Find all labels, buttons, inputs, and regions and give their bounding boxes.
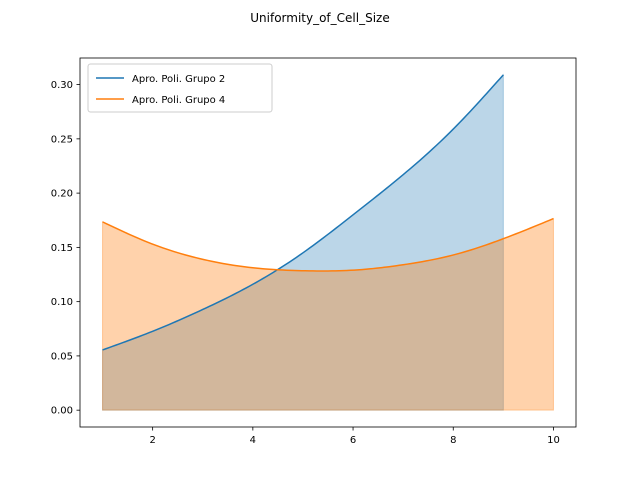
y-tick-label: 0.20 <box>51 189 73 200</box>
y-axis: 0.00 0.05 0.10 0.15 0.20 0.25 0.30 <box>51 80 80 417</box>
x-tick-label: 6 <box>350 435 356 446</box>
x-tick-label: 10 <box>547 435 560 446</box>
plot-frame <box>79 57 577 428</box>
legend-box <box>87 63 273 113</box>
y-tick-label: 0.10 <box>51 297 73 308</box>
series-lines <box>102 74 554 351</box>
x-tick-label: 4 <box>250 435 256 446</box>
x-tick-label: 8 <box>450 435 456 446</box>
legend-label: Apro. Poli. Grupo 2 <box>132 74 225 85</box>
series-line-2 <box>102 217 554 272</box>
x-axis: 2 4 6 8 10 <box>149 427 560 446</box>
y-tick-label: 0.00 <box>51 406 73 417</box>
y-tick-label: 0.25 <box>51 134 73 145</box>
x-tick-label: 2 <box>149 435 155 446</box>
y-tick-label: 0.05 <box>51 351 73 362</box>
chart-title: Uniformity_of_Cell_Size <box>250 11 389 25</box>
legend: Apro. Poli. Grupo 2 Apro. Poli. Grupo 4 <box>87 63 273 113</box>
legend-label: Apro. Poli. Grupo 4 <box>132 95 225 106</box>
y-tick-label: 0.15 <box>51 243 73 254</box>
series-line-1 <box>102 74 504 351</box>
y-tick-label: 0.30 <box>51 80 73 91</box>
